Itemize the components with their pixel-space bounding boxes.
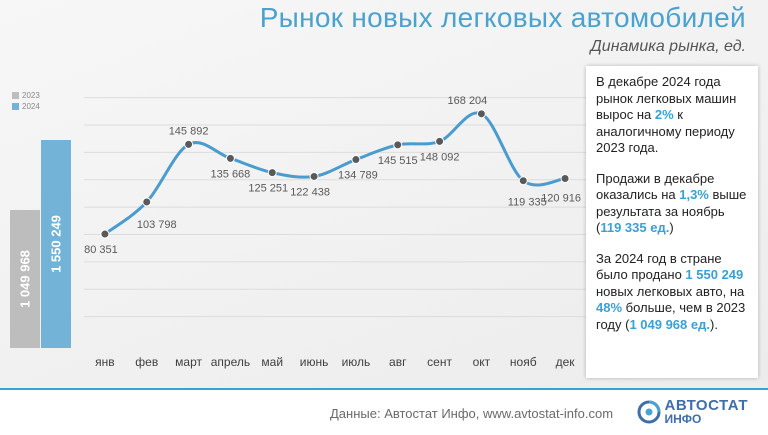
data-point-апрель: [225, 153, 235, 163]
data-point-март: [184, 139, 194, 149]
x-tick-label-июнь: июнь: [300, 355, 329, 369]
info-text: ): [669, 220, 674, 235]
data-label-окт: 168 204: [448, 95, 488, 107]
data-label-авг: 145 515: [378, 155, 418, 167]
data-label-март: 145 892: [169, 125, 209, 137]
data-point-авг: [393, 140, 403, 150]
x-tick-label-май: май: [261, 355, 283, 369]
x-tick-label-фев: фев: [135, 355, 158, 369]
x-tick-label-март: март: [175, 355, 202, 369]
page-title: Рынок новых легковых автомобилей: [259, 2, 746, 33]
annual-bar-2023: 1 049 968: [10, 210, 40, 348]
data-label-май: 125 251: [248, 183, 288, 195]
data-point-дек: [560, 174, 570, 184]
footer-divider: [0, 388, 768, 390]
data-point-май: [267, 168, 277, 178]
legend-swatch-2024: [12, 103, 19, 110]
data-label-дек: 120 916: [541, 193, 581, 205]
info-paragraph-3: За 2024 год в стране было продано 1 550 …: [596, 251, 750, 334]
avtostat-logo-icon: [637, 400, 661, 423]
info-highlight: 2%: [654, 107, 674, 122]
data-label-сент: 148 092: [420, 151, 460, 163]
info-text: В декабре 2024 года рынок легковых машин…: [596, 74, 737, 122]
chart-gridlines: [84, 97, 586, 318]
data-markers: [100, 109, 570, 239]
data-label-нояб: 119 335: [508, 197, 547, 209]
info-highlight: 1 550 249: [685, 267, 744, 282]
data-label-июнь: 122 438: [290, 186, 330, 198]
info-panel: В декабре 2024 года рынок легковых машин…: [586, 66, 758, 378]
legend-item-2024: 2024: [12, 101, 40, 112]
legend-item-2023: 2023: [12, 90, 40, 101]
x-tick-label-окт: окт: [473, 355, 491, 369]
avtostat-logo: АВТОСТАТ ИНФО: [637, 398, 748, 425]
x-tick-label-авг: авг: [389, 355, 407, 369]
data-labels: 80 351 103 798 145 892 135 668 125 251 122 43…: [84, 95, 581, 256]
x-tick-label-июль: июль: [342, 355, 371, 369]
source-note: Данные: Автостат Инфо, www.avtostat-info…: [330, 406, 614, 421]
series-line: [104, 111, 566, 236]
data-label-фев: 103 798: [137, 219, 177, 231]
legend-swatch-2023: [12, 92, 19, 99]
info-text: За 2024 год в стране было продано: [596, 250, 722, 283]
annual-legend: 2023 2024: [12, 90, 40, 112]
data-label-апрель: 135 668: [211, 168, 251, 180]
data-point-окт: [476, 109, 486, 119]
x-axis-labels: янв фев март апрель май июнь июль авг сент окт ноя…: [95, 355, 575, 369]
info-highlight: 1 049 968 ед.: [629, 316, 710, 332]
info-highlight: 48%: [596, 300, 623, 315]
info-highlight: 119 335 ед.: [600, 220, 670, 235]
annual-bar-2024: 1 550 249: [41, 140, 71, 348]
logo-line-2: ИНФО: [664, 412, 702, 426]
x-tick-label-апрель: апрель: [211, 355, 250, 369]
data-point-июль: [351, 155, 361, 165]
data-point-июнь: [309, 171, 319, 181]
legend-label-2023: 2023: [22, 91, 40, 100]
info-text: больше, чем в 2023 году (: [596, 300, 746, 332]
info-text: новых легковых авто, на: [596, 283, 745, 299]
data-point-сент: [435, 136, 445, 146]
data-point-фев: [142, 197, 152, 207]
info-paragraph-2: Продажи в декабре оказались на 1,3% выше…: [596, 171, 750, 237]
info-paragraph-1: В декабре 2024 года рынок легковых машин…: [596, 74, 750, 157]
data-label-июль: 134 789: [338, 170, 378, 182]
info-text: к аналогичному периоду 2023 года.: [596, 107, 735, 155]
logo-line-1: АВТОСТАТ: [664, 397, 748, 414]
data-point-нояб: [518, 176, 528, 186]
data-point-янв: [100, 229, 110, 239]
x-tick-label-сент: сент: [427, 355, 452, 369]
info-highlight: 1,3%: [679, 187, 709, 202]
page-subtitle: Динамика рынка, ед.: [590, 38, 746, 55]
info-text: Продажи в декабре оказались на: [596, 170, 715, 203]
info-text: выше результата за ноябрь (: [596, 187, 747, 235]
legend-label-2024: 2024: [22, 102, 40, 111]
info-text: ).: [709, 316, 718, 332]
x-tick-label-янв: янв: [95, 355, 115, 369]
x-tick-label-дек: дек: [556, 355, 576, 369]
x-tick-label-нояб: нояб: [510, 355, 537, 369]
data-label-янв: 80 351: [84, 244, 118, 256]
